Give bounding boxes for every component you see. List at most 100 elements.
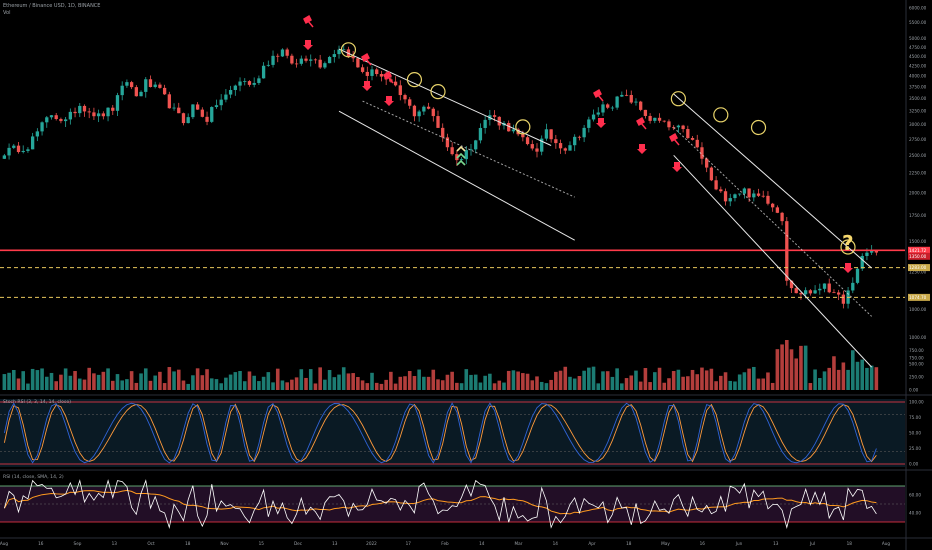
volume-bar: [11, 369, 16, 390]
candle-body: [813, 290, 817, 294]
channel-2-mid: [673, 127, 872, 317]
candle-body: [620, 94, 624, 97]
price-axis-tick-label: 1500.00: [909, 239, 927, 244]
volume-bar: [115, 374, 120, 390]
candle-body: [7, 147, 11, 156]
price-tag: [908, 246, 930, 254]
volume-bar: [747, 368, 751, 390]
time-axis-tick-label: 17: [406, 541, 412, 546]
volume-bar: [596, 383, 601, 390]
volume-bar: [106, 368, 110, 390]
volume-bar: [87, 367, 91, 390]
candle-body: [653, 117, 657, 121]
candle-body: [464, 150, 468, 160]
candle-body: [398, 85, 402, 96]
volume-bar: [704, 370, 709, 390]
volume-bar: [205, 369, 209, 390]
candle-body: [54, 115, 58, 120]
highlight-circle: [406, 72, 423, 88]
price-tag: [908, 252, 930, 260]
candle-body: [851, 282, 855, 291]
volume-bar: [714, 381, 718, 390]
volume-bar: [827, 367, 832, 390]
candle-body: [219, 99, 223, 106]
volume-bar: [318, 367, 322, 390]
highlight-circle: [430, 84, 446, 100]
buy-chevron-icon: [456, 159, 466, 166]
candle-body: [379, 74, 384, 77]
volume-bar: [836, 369, 841, 390]
candle-body: [869, 249, 874, 253]
volume-bar: [818, 378, 822, 390]
volume-bar: [299, 369, 304, 390]
rsi-axis-tick-label: 40.00: [909, 511, 921, 516]
candle-body: [290, 55, 294, 64]
price-axis-tick-label: 2750.00: [909, 137, 927, 142]
volume-bar: [271, 382, 275, 390]
rsi-line: [4, 479, 877, 529]
candle-body: [521, 134, 525, 138]
candle-body: [139, 91, 143, 97]
candle-body: [568, 145, 572, 151]
time-axis-tick-label: Jul: [809, 541, 815, 546]
price-axis-tick-label: 6000.00: [909, 6, 927, 11]
price-axis-tick-label: 4000.00: [909, 74, 927, 79]
candle-body: [134, 87, 138, 97]
sell-arrow-icon: [303, 40, 313, 50]
candle-body: [450, 147, 454, 155]
sell-arrow-icon: [596, 118, 606, 128]
candle-body: [26, 149, 30, 151]
price-axis-tick-label: 3500.00: [909, 96, 927, 101]
candle-body: [667, 121, 671, 128]
candle-body: [271, 55, 275, 65]
candle-body: [827, 283, 831, 293]
candle-body: [874, 249, 879, 253]
volume-label: Vol: [3, 10, 11, 16]
candle-body: [469, 149, 473, 151]
candle-body: [148, 79, 153, 87]
volume-bar: [629, 375, 634, 390]
stoch-axis-tick-label: 100.00: [909, 400, 924, 405]
candle-body: [624, 94, 629, 96]
candle-body: [111, 107, 115, 111]
volume-bar: [799, 345, 803, 390]
candle-body: [639, 101, 643, 110]
time-axis-tick-label: Nov: [220, 541, 229, 546]
volume-bar: [851, 350, 855, 390]
candle-body: [2, 155, 7, 159]
volume-bar: [40, 368, 44, 390]
volume-bar: [16, 378, 21, 390]
candle-body: [794, 288, 798, 294]
volume-bar: [775, 349, 780, 390]
hammer-icon: [669, 132, 680, 146]
candle-body: [162, 87, 167, 95]
volume-bar: [181, 380, 186, 390]
volume-bar: [756, 378, 761, 390]
volume-bar: [624, 378, 629, 390]
volume-bar: [582, 370, 586, 390]
hammer-icon: [636, 116, 647, 130]
time-axis-tick-label: 14: [479, 541, 485, 546]
candle-body: [808, 290, 813, 294]
stoch-axis-tick-label: 25.00: [909, 446, 921, 451]
volume-bar: [700, 367, 704, 390]
stoch-axis-tick-label: 50.00: [909, 431, 921, 436]
candle-body: [525, 137, 530, 145]
candle-body: [92, 112, 96, 117]
volume-bar: [101, 371, 106, 390]
candle-body: [106, 107, 110, 117]
price-axis-tick-label: 3750.00: [909, 85, 927, 90]
candle-body: [474, 140, 478, 150]
candle-body: [243, 81, 247, 82]
candle-body: [294, 63, 299, 65]
volume-bar: [516, 371, 520, 390]
candle-body: [587, 119, 591, 128]
candle-body: [629, 95, 633, 103]
volume-bar: [671, 371, 676, 390]
volume-bar: [431, 369, 436, 390]
volume-axis-tick-label: 500.00: [909, 361, 924, 366]
volume-bar: [313, 383, 318, 390]
time-axis-tick-label: Apr: [588, 541, 596, 546]
candle-body: [318, 59, 322, 68]
volume-bar: [162, 383, 167, 390]
